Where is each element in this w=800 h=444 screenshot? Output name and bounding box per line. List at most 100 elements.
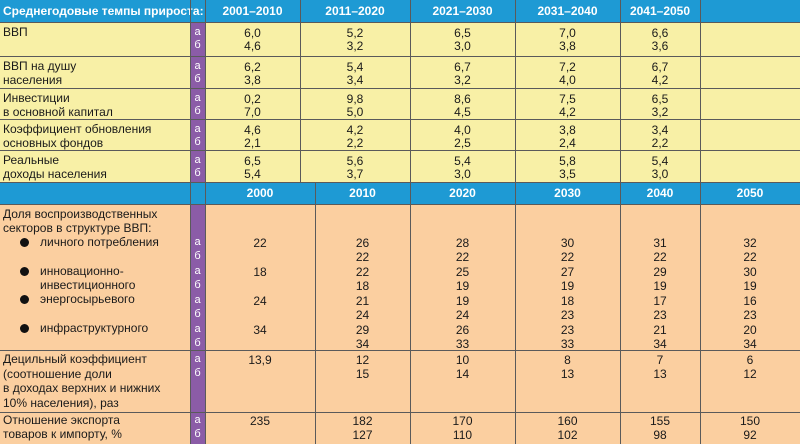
header-year: 2020 — [410, 182, 515, 204]
growth-value-b: 3,0 — [651, 167, 669, 181]
decile-value-b: 12 — [743, 367, 757, 381]
header-year: 2050 — [700, 182, 800, 204]
sector-value-a: 18 — [560, 294, 575, 308]
growth-value-cell: 7,2 4,0 — [515, 56, 620, 88]
growth-value-cell: 5,4 3,0 — [410, 150, 515, 182]
grid-line — [0, 56, 800, 57]
growth-row-label-text: в основной капитал — [3, 105, 113, 119]
header-period: 2001–2010 — [205, 0, 300, 22]
growth-value-cell: 9,8 5,0 — [300, 88, 410, 119]
growth-value-cell: 0,2 7,0 — [205, 88, 300, 119]
growth-value-a: 6,7 — [454, 60, 471, 74]
sector-value-cell: 22 18 24 34 — [205, 204, 315, 350]
decile-value-cell: 7 13 — [620, 350, 700, 412]
growth-value-a: 5,4 — [346, 60, 364, 74]
growth-value-cell: 7,5 4,2 — [515, 88, 620, 119]
growth-value-cell: 3,4 2,2 — [620, 119, 700, 150]
growth-value-b: 5,0 — [346, 105, 364, 119]
grid-line — [0, 350, 800, 351]
ab-a: а — [194, 353, 201, 365]
growth-value-cell: 8,6 4,5 — [410, 88, 515, 119]
growth-value-a: 0,2 — [244, 92, 261, 106]
decile-value-a: 13,9 — [248, 353, 272, 367]
header-period: 2011–2020 — [300, 0, 410, 22]
sector-value-a: 20 — [743, 323, 757, 337]
grid-line — [410, 182, 411, 444]
decile-value-cell: 13,9 — [205, 350, 315, 412]
growth-value-a: 6,2 — [244, 60, 261, 74]
sectors-title: секторов в структуре ВВП: — [3, 221, 152, 235]
ab-b: б — [194, 308, 201, 320]
header-year: 2040 — [620, 182, 700, 204]
sector-value-b: 22 — [560, 250, 575, 264]
growth-value-b: 3,4 — [346, 73, 364, 87]
grid-line — [0, 150, 800, 151]
export-value-b: 110 — [452, 428, 473, 442]
growth-row-label: Коэффициент обновления основных фондов — [0, 119, 190, 150]
export-value-a: 182 — [352, 414, 373, 428]
growth-value-cell: 7,0 3,8 — [515, 22, 620, 56]
growth-row-label-text: ВВП на душу — [3, 59, 77, 73]
growth-value-cell: 5,6 3,7 — [300, 150, 410, 182]
ab-b: б — [194, 337, 201, 349]
export-value-b: 98 — [653, 428, 667, 442]
ab-a: а — [194, 294, 201, 306]
sector-value-a: 23 — [560, 323, 575, 337]
ab-a: а — [194, 26, 201, 38]
sector-value-a: 27 — [560, 265, 575, 279]
sector-value-a: 34 — [253, 323, 267, 337]
sector-value-a: 21 — [653, 323, 667, 337]
growth-row-label-text: Реальные — [3, 153, 60, 167]
header-years-blank — [0, 182, 205, 204]
sector-value-a: 31 — [653, 236, 667, 250]
growth-empty-cell — [700, 22, 800, 56]
sector-value-b: 19 — [653, 279, 667, 293]
growth-value-a: 5,4 — [651, 154, 669, 168]
sector-value-a: 18 — [253, 265, 267, 279]
growth-value-a: 3,8 — [559, 123, 576, 137]
growth-value-a: 6,0 — [244, 26, 261, 40]
growth-value-b: 3,2 — [346, 39, 364, 53]
grid-line — [205, 182, 206, 444]
growth-empty-cell — [700, 150, 800, 182]
growth-value-cell: 6,0 4,6 — [205, 22, 300, 56]
growth-row-label: Инвестиции в основной капитал — [0, 88, 190, 119]
sector-value-a: 29 — [653, 265, 667, 279]
decile-value-cell: 8 13 — [515, 350, 620, 412]
export-value-cell: 235 — [205, 412, 315, 444]
ab-a: а — [194, 236, 201, 248]
grid-line — [620, 0, 621, 182]
growth-value-cell: 4,0 2,5 — [410, 119, 515, 150]
ab-a: а — [194, 60, 201, 72]
bullet-icon — [20, 324, 29, 333]
grid-line — [205, 0, 206, 182]
ab-b: б — [194, 279, 201, 291]
sector-value-b: 34 — [355, 337, 370, 351]
growth-value-a: 6,5 — [651, 92, 669, 106]
grid-line — [700, 0, 701, 182]
decile-value-a: 6 — [746, 353, 754, 367]
growth-value-a: 4,6 — [244, 123, 261, 137]
sector-value-b: 23 — [653, 308, 667, 322]
sector-value-cell: 28 22 25 19 19 24 26 33 — [410, 204, 515, 351]
decile-value-a: 12 — [355, 353, 370, 367]
grid-line — [0, 22, 800, 23]
growth-empty-cell — [700, 56, 800, 88]
growth-value-b: 3,2 — [651, 105, 669, 119]
grid-line — [410, 0, 411, 182]
growth-value-cell: 4,2 2,2 — [300, 119, 410, 150]
growth-row-label-text: доходы населения — [3, 167, 107, 181]
growth-value-a: 3,4 — [651, 123, 669, 137]
grid-line — [0, 182, 800, 183]
sector-item-label: энергосырьевого — [20, 293, 135, 306]
ab-b: б — [194, 167, 201, 179]
growth-value-b: 2,2 — [346, 136, 364, 150]
growth-value-cell: 6,5 5,4 — [205, 150, 300, 182]
decile-value-b: 13 — [560, 367, 575, 381]
bullet-icon — [20, 295, 29, 304]
sector-value-a: 19 — [455, 294, 470, 308]
export-value-b: 102 — [557, 428, 578, 442]
